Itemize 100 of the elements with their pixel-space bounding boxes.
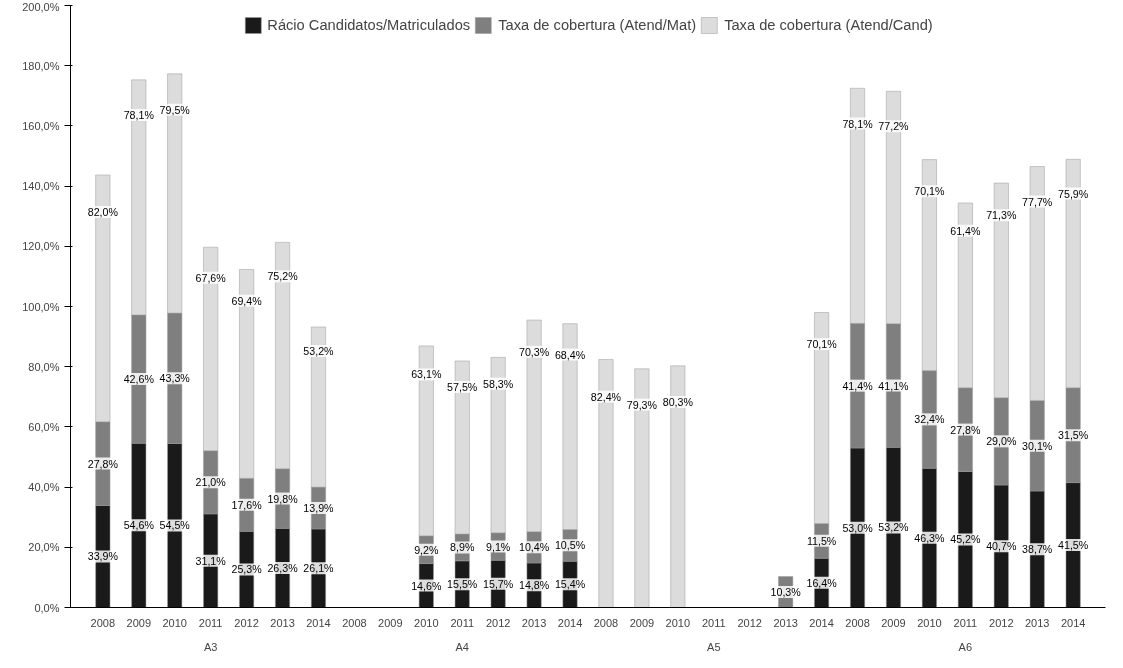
x-tick-label: 2009 xyxy=(126,616,152,629)
data-label: 25,3% xyxy=(231,563,263,576)
data-label: 9,2% xyxy=(414,543,439,556)
text: A6 xyxy=(958,640,973,653)
data-label: 21,0% xyxy=(195,476,227,489)
data-label: 70,1% xyxy=(914,185,946,198)
data-label: 67,6% xyxy=(195,271,227,284)
data-label: 77,2% xyxy=(878,120,910,133)
data-label: 31,5% xyxy=(1058,429,1089,442)
x-tick-label: 2009 xyxy=(881,616,906,629)
data-label: 70,3% xyxy=(518,345,550,358)
x-tick-label: 2012 xyxy=(737,616,762,629)
text: A3 xyxy=(203,640,218,653)
data-label: 58,3% xyxy=(483,377,514,390)
x-tick-label: 2010 xyxy=(414,616,439,629)
data-label: 75,2% xyxy=(267,270,299,283)
x-tick-label: 2010 xyxy=(162,616,187,629)
data-label: 42,6% xyxy=(123,373,155,386)
x-tick-label: 2009 xyxy=(629,616,655,629)
data-label: 43,3% xyxy=(159,372,191,385)
y-tick-label: 200,0% xyxy=(22,0,60,13)
text: A5 xyxy=(707,640,721,653)
data-label: 41,1% xyxy=(878,379,910,392)
x-tick-label: 2013 xyxy=(773,616,798,629)
x-tick-label: 2010 xyxy=(665,616,691,629)
data-label: 30,1% xyxy=(1022,439,1053,452)
data-label: 41,5% xyxy=(1058,539,1089,552)
data-label: 10,3% xyxy=(770,586,802,598)
data-label: 46,3% xyxy=(914,531,946,544)
data-label: 15,5% xyxy=(447,578,478,591)
x-tick-label: 2008 xyxy=(593,616,619,629)
data-label: 10,5% xyxy=(554,539,586,552)
y-tick-label: 80,0% xyxy=(28,360,60,373)
data-label: 10,4% xyxy=(518,541,550,554)
data-label: 79,5% xyxy=(159,103,191,116)
text: A4 xyxy=(455,640,469,653)
data-label: 78,1% xyxy=(123,109,155,122)
y-tick-label: 140,0% xyxy=(22,180,60,193)
data-label: 27,8% xyxy=(950,423,981,436)
data-label: 63,1% xyxy=(411,368,442,381)
x-tick-label: 2012 xyxy=(234,616,259,629)
data-label: 54,6% xyxy=(123,519,155,532)
y-tick-label: 20,0% xyxy=(28,541,60,554)
data-label: 79,3% xyxy=(626,398,658,411)
x-tick-label: 2013 xyxy=(270,616,295,629)
x-tick-label: 2014 xyxy=(306,616,331,629)
data-label: 57,5% xyxy=(447,380,478,393)
data-label: 53,2% xyxy=(303,344,335,357)
x-tick-label: 2008 xyxy=(90,616,116,629)
x-tick-label: 2011 xyxy=(953,616,978,629)
data-label: 78,1% xyxy=(842,117,874,130)
data-label: 53,2% xyxy=(878,521,910,534)
data-label: 14,8% xyxy=(518,579,550,592)
y-tick-label: 100,0% xyxy=(22,300,60,313)
x-tick-label: 2011 xyxy=(450,616,475,629)
data-label: 19,8% xyxy=(267,492,299,505)
x-tick-label: 2012 xyxy=(989,616,1014,629)
x-tick-label: 2008 xyxy=(845,616,870,629)
x-tick-label: 2011 xyxy=(198,616,223,629)
x-tick-label: 2012 xyxy=(485,616,511,629)
data-label: 31,1% xyxy=(195,554,227,567)
y-tick-label: 120,0% xyxy=(22,240,60,253)
data-label: 38,7% xyxy=(1022,543,1053,556)
y-tick-label: 40,0% xyxy=(28,481,60,494)
y-tick-label: 180,0% xyxy=(22,59,60,72)
x-tick-label: 2014 xyxy=(557,616,583,629)
data-label: 75,9% xyxy=(1058,187,1089,200)
x-tick-label: 2013 xyxy=(521,616,547,629)
legend-label: Taxa de cobertura (Atend/Cand) xyxy=(724,17,933,33)
x-tick-label: 2010 xyxy=(917,616,942,629)
data-label: 82,0% xyxy=(87,205,119,218)
data-label: 26,3% xyxy=(267,561,299,574)
data-label: 70,1% xyxy=(806,338,838,351)
x-tick-label: 2009 xyxy=(378,616,403,629)
x-tick-label: 2014 xyxy=(1060,616,1086,629)
data-label: 32,4% xyxy=(914,413,946,426)
data-label: 68,4% xyxy=(554,348,586,361)
data-label: 17,6% xyxy=(231,498,263,511)
data-label: 82,4% xyxy=(590,390,622,403)
data-label: 16,4% xyxy=(806,576,838,589)
data-label: 8,9% xyxy=(450,541,475,554)
y-tick-label: 0,0% xyxy=(34,601,60,614)
data-label: 15,4% xyxy=(554,578,586,591)
data-label: 45,2% xyxy=(950,533,981,546)
legend-label: Taxa de cobertura (Atend/Mat) xyxy=(498,17,697,33)
data-label: 29,0% xyxy=(986,435,1017,448)
data-label: 69,4% xyxy=(231,294,263,307)
data-label: 14,6% xyxy=(411,579,442,592)
data-label: 61,4% xyxy=(950,224,981,237)
x-tick-label: 2013 xyxy=(1024,616,1050,629)
y-tick-label: 60,0% xyxy=(28,420,60,433)
data-label: 80,3% xyxy=(662,396,694,409)
x-tick-label: 2014 xyxy=(809,616,834,629)
legend-label: Rácio Candidatos/Matriculados xyxy=(267,17,471,33)
data-label: 9,1% xyxy=(486,540,511,553)
data-label: 13,9% xyxy=(303,502,335,515)
x-tick-label: 2008 xyxy=(342,616,367,629)
data-label: 71,3% xyxy=(986,209,1017,222)
data-label: 41,4% xyxy=(842,379,874,392)
data-label: 33,9% xyxy=(87,550,119,563)
